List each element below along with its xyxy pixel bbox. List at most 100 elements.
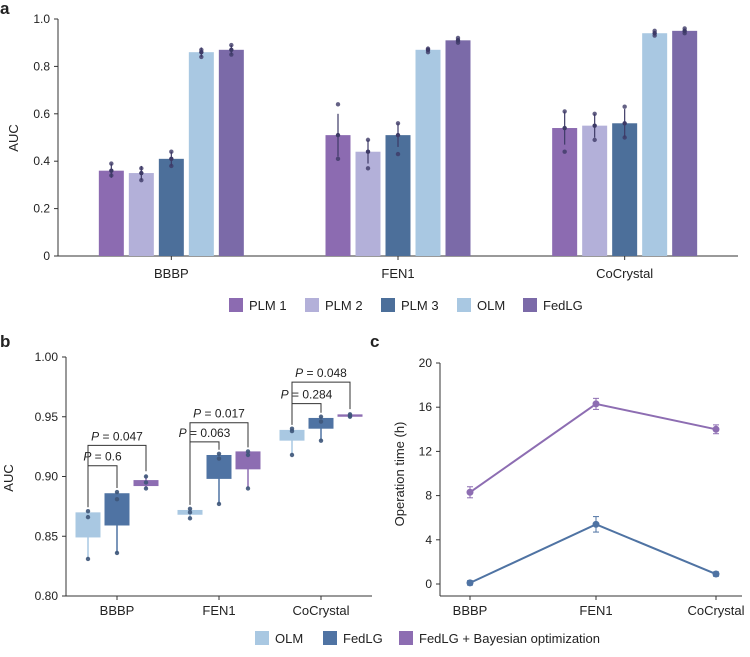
panel-c-data-point <box>466 488 474 496</box>
panel-b-data-point <box>187 510 193 515</box>
panel-c-yaxis: 0 4 8 12 16 20 <box>419 356 742 597</box>
panel-a-category-label: CoCrystal <box>596 266 653 281</box>
panel-a-mean-point <box>395 132 401 138</box>
panel-a-category-label: BBBP <box>154 266 189 281</box>
panel-b-pvalue-symbol: P <box>295 366 303 380</box>
panel-c-ytick-label: 0 <box>425 577 432 591</box>
panel-b-legend-label: FedLG <box>343 631 383 646</box>
panel-a-bar <box>612 123 638 256</box>
panel-a-data-point <box>652 28 657 34</box>
panel-a-data-point <box>229 52 234 57</box>
panel-b-pvalue-symbol: P <box>193 407 201 421</box>
panel-a-ytick-label: 0 <box>43 249 50 263</box>
panel-b-legend: OLM FedLG FedLG + Bayesian optimization <box>255 631 600 646</box>
panel-a-bar <box>218 49 244 257</box>
panel-b-data-point <box>318 419 324 424</box>
panel-a-legend-label: PLM 3 <box>401 298 439 313</box>
panel-b-box-chart: AUC 0.800.850.900.951.00 P = 0.6P = 0.04… <box>1 350 372 618</box>
panel-b-pvalue-label: P = 0.047 <box>91 429 143 443</box>
panel-a-ylabel: AUC <box>6 124 21 151</box>
panel-b-boxes <box>75 412 363 562</box>
panel-b-data-point <box>216 501 222 507</box>
panel-b-category-label: FEN1 <box>202 603 235 618</box>
panel-a-data-point <box>365 137 371 143</box>
panel-a-category-label: FEN1 <box>381 266 414 281</box>
panel-b-ytick-label: 1.00 <box>35 350 59 364</box>
panel-a-mean-point <box>139 170 144 176</box>
panel-b-data-point <box>143 474 149 479</box>
panel-a-bar <box>158 158 184 256</box>
panel-a-legend-label: PLM 1 <box>249 298 287 313</box>
panel-c-series-line <box>469 402 717 494</box>
panel-a-data-point <box>562 109 567 114</box>
panel-b-box <box>279 429 305 441</box>
panel-a-bar <box>642 33 668 256</box>
panel-a-data-point <box>652 33 657 38</box>
panel-c-category-label: CoCrystal <box>687 603 744 618</box>
panel-b-data-point <box>187 516 193 521</box>
panel-a-mean-point <box>592 123 597 128</box>
panel-a-bar <box>445 40 471 256</box>
panel-c-categories: BBBP FEN1 CoCrystal <box>453 596 745 618</box>
panel-b-data-point <box>216 456 222 461</box>
panel-a-mean-point <box>335 132 341 138</box>
panel-a-bar <box>128 173 154 256</box>
panel-a-data-point <box>592 111 597 117</box>
panel-b-pvalue-symbol: P <box>91 429 99 443</box>
panel-a-mean-point <box>109 168 114 173</box>
panel-b-data-point <box>187 506 193 511</box>
panel-a-ytick-label: 0.4 <box>33 154 50 168</box>
panel-a-legend-swatch <box>229 298 243 312</box>
panel-a-data-point <box>229 42 234 48</box>
panel-a-data-point <box>682 31 687 36</box>
panel-a-data-point <box>169 149 174 154</box>
panel-b-legend-swatch <box>399 631 413 645</box>
panel-a-bar <box>672 30 698 256</box>
panel-b-data-point <box>114 489 120 495</box>
panel-a-categories: BBBP FEN1 CoCrystal <box>154 256 653 281</box>
panel-b-legend-label: FedLG + Bayesian optimization <box>419 631 600 646</box>
panel-c-series <box>466 397 720 587</box>
panel-a-legend-swatch <box>305 298 319 312</box>
panel-c-data-point <box>592 520 600 528</box>
panel-b-letter: b <box>0 332 10 351</box>
panel-a-bar <box>582 125 608 257</box>
panel-b-category-label: CoCrystal <box>292 603 349 618</box>
panel-b-significance-bracket <box>291 381 351 425</box>
panel-a-legend-label: OLM <box>477 298 505 313</box>
panel-a-bar <box>552 128 578 256</box>
panel-a-mean-point <box>562 125 567 131</box>
panel-b-legend-swatch <box>255 631 269 645</box>
panel-a-data-point <box>395 121 401 126</box>
panel-a-bar <box>188 52 214 257</box>
panel-b-data-point <box>114 497 120 502</box>
panel-b-pvalue-label: P = 0.6 <box>83 450 122 464</box>
panel-b-pvalue-label: P = 0.048 <box>295 366 347 380</box>
panel-c-ytick-label: 12 <box>419 444 433 458</box>
panel-a-data-point <box>562 149 567 154</box>
panel-c-ylabel: Operation time (h) <box>392 422 407 527</box>
panel-b-pvalue-number: = 0.063 <box>187 426 231 440</box>
panel-b-pvalue-number: = 0.6 <box>91 450 122 464</box>
panel-c-category-label: BBBP <box>453 603 488 618</box>
panel-b-box <box>235 451 261 470</box>
panel-a-mean-point <box>169 156 174 162</box>
panel-b-ytick-label: 0.85 <box>35 529 59 543</box>
panel-a-data-point <box>139 177 144 183</box>
panel-a-bar <box>415 49 441 257</box>
panel-a-data-point <box>455 40 461 45</box>
panel-a-data-point <box>622 135 627 140</box>
panel-c-ytick-label: 20 <box>419 356 433 370</box>
panel-c-data-point <box>712 425 720 433</box>
panel-a-legend-swatch <box>457 298 471 312</box>
panel-a-data-point <box>335 156 341 162</box>
panel-a-data-point <box>425 46 431 51</box>
panel-a-legend: PLM 1 PLM 2 PLM 3 OLM FedLG <box>229 298 583 313</box>
panel-b-pvalue-symbol: P <box>281 388 289 402</box>
panel-a-bar <box>98 170 124 256</box>
panel-a-data-point <box>169 163 174 169</box>
panel-a-ytick-label: 0.6 <box>33 107 50 121</box>
panel-b-category-label: BBBP <box>100 603 135 618</box>
panel-a-legend-label: FedLG <box>543 298 583 313</box>
